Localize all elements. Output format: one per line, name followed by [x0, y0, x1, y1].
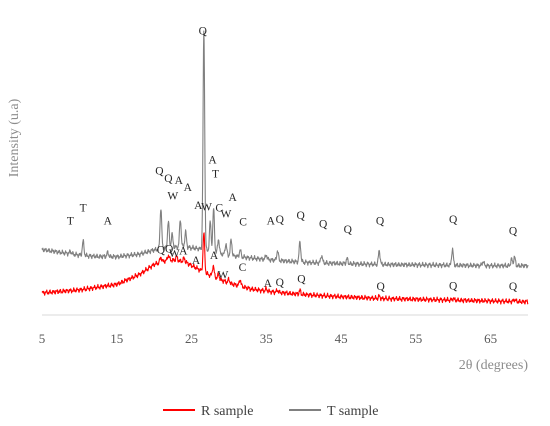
legend-label-r-sample: R sample [201, 404, 254, 419]
peak-label: A [264, 278, 273, 290]
peak-label: A [175, 175, 184, 187]
peak-label: Q [276, 277, 285, 289]
peak-label: Q [377, 281, 386, 293]
peak-label: A [208, 155, 217, 167]
peak-label: W [220, 208, 231, 220]
peak-label: Q [155, 165, 164, 177]
x-tick-label: 25 [185, 331, 198, 346]
peak-label: Q [199, 26, 208, 38]
series-line-t-sample [41, 30, 529, 269]
peak-label: A [194, 200, 203, 212]
x-axis-title: 2θ (degrees) [459, 358, 529, 373]
peak-label: W [201, 201, 212, 213]
peak-label: C [239, 216, 247, 228]
series-layer [41, 30, 529, 305]
peak-label: Q [449, 281, 458, 293]
peak-label: A [104, 216, 113, 228]
peak-label: A [267, 216, 276, 228]
peak-label: T [80, 203, 87, 215]
peak-label: T [212, 169, 219, 181]
series-line-r-sample [41, 232, 529, 305]
peak-label: A [179, 246, 188, 258]
x-tick-label: 5 [39, 331, 46, 346]
peak-label: Q [509, 281, 518, 293]
x-tick-label: 35 [260, 331, 273, 346]
peak-label: C [215, 203, 223, 215]
y-axis-title: Intensity (u.a) [7, 98, 22, 177]
x-tick-labels: 5 15 25 35 45 55 65 [39, 331, 497, 346]
peak-label: Q [509, 225, 518, 237]
peak-label: Q [276, 214, 285, 226]
x-tick-label: 65 [484, 331, 497, 346]
peak-label: Q [157, 244, 166, 256]
peak-label: A [192, 255, 201, 267]
peak-label: A [184, 182, 193, 194]
peak-label: Q [449, 214, 458, 226]
peak-label: Q [376, 216, 385, 228]
peak-label: W [169, 248, 180, 260]
peak-label: Q [344, 224, 353, 236]
legend: R sample T sample [163, 404, 378, 419]
legend-label-t-sample: T sample [327, 404, 378, 419]
peak-label: Q [164, 173, 173, 185]
peak-label: W [167, 190, 178, 202]
peak-label: Q [165, 244, 174, 256]
peak-label: C [239, 262, 247, 274]
peak-label: Q [319, 218, 328, 230]
peak-label: Q [297, 274, 306, 286]
peak-label: W [217, 269, 228, 281]
x-tick-label: 15 [110, 331, 123, 346]
peak-label: A [229, 192, 238, 204]
peak-label: T [67, 216, 74, 228]
peak-label: A [210, 250, 219, 262]
peak-label: Q [297, 210, 306, 222]
x-tick-label: 55 [409, 331, 422, 346]
x-tick-label: 45 [335, 331, 348, 346]
